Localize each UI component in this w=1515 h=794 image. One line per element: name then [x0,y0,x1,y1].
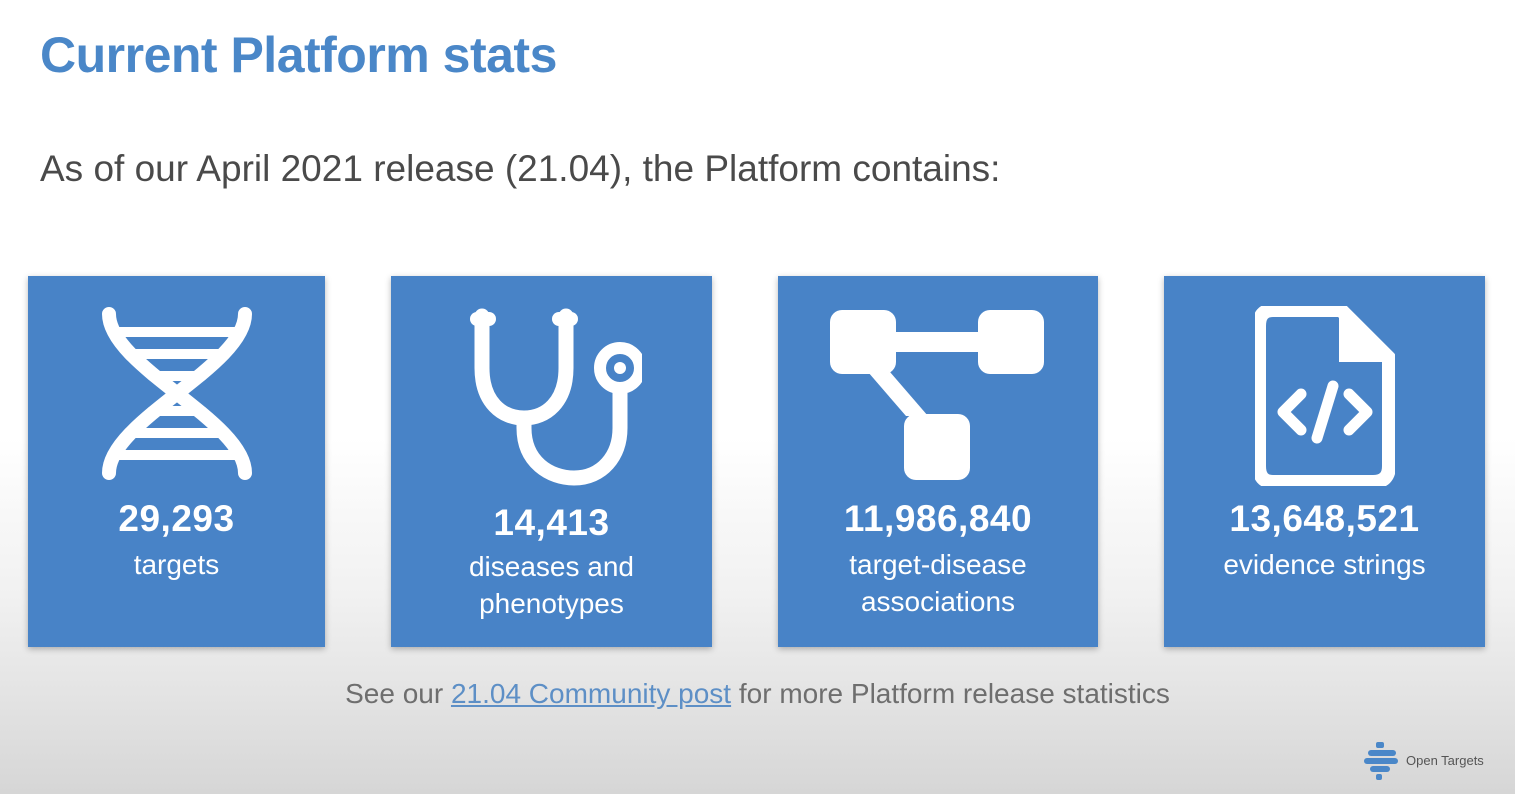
page-subtitle: As of our April 2021 release (21.04), th… [40,148,1001,189]
open-targets-logo-icon [1364,742,1398,780]
stat-value: 13,648,521 [1229,498,1420,539]
stat-label: target-disease associations [849,549,1027,617]
code-file-icon [1164,306,1485,486]
dna-icon [28,306,325,481]
footer-note: See our 21.04 Community post for more Pl… [0,678,1515,710]
stat-card-targets: 29,293 targets [28,276,325,647]
community-post-link[interactable]: 21.04 Community post [450,678,732,709]
stat-card-evidence: 13,648,521 evidence strings [1164,276,1485,647]
open-targets-logo: Open Targets [1364,740,1484,780]
stethoscope-icon [391,306,712,486]
stat-card-associations: 11,986,840 target-disease associations [778,276,1098,647]
logo-text: Open Targets [1406,752,1484,768]
stat-card-diseases: 14,413 diseases and phenotypes [391,276,712,647]
stat-label: evidence strings [1223,549,1426,580]
stat-value: 29,293 [118,498,235,539]
stat-value: 14,413 [493,502,610,543]
network-icon [778,306,1098,486]
footer-suffix: for more Platform release statistics [731,678,1170,709]
stat-label: targets [133,549,220,580]
stat-label: diseases and phenotypes [468,551,634,619]
page-title: Current Platform stats [40,27,557,83]
footer-prefix: See our [345,678,451,709]
stat-value: 11,986,840 [843,498,1033,539]
